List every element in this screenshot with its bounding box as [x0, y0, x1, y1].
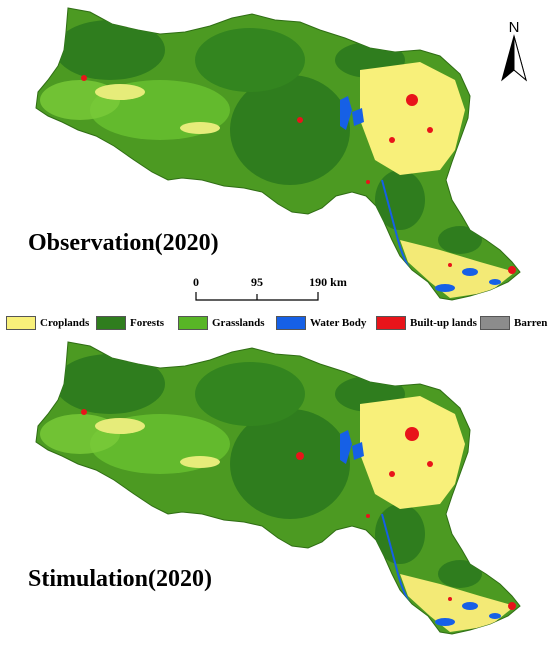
forests-swatch [96, 316, 126, 330]
legend-item-croplands: Croplands [6, 312, 89, 334]
stimulation-title: Stimulation(2020) [28, 566, 213, 592]
legend-label: Water Body [310, 317, 367, 329]
observation-map [35, 7, 521, 301]
croplands-swatch [6, 316, 36, 330]
land-cover-layer [40, 354, 516, 632]
scale-tick-190: 190 km [309, 275, 347, 289]
stimulation-map [35, 341, 521, 635]
built-up-areas [81, 75, 516, 274]
legend: Croplands Forests Grasslands Water Body … [6, 312, 547, 334]
scale-tick-0: 0 [193, 275, 199, 289]
north-arrow: N [501, 19, 527, 82]
built-up-lands-swatch [376, 316, 406, 330]
legend-item-forests: Forests [96, 312, 164, 334]
built-up-areas [81, 409, 516, 610]
legend-item-grasslands: Grasslands [178, 312, 265, 334]
scale-bar: 0 95 190 km [193, 275, 347, 301]
legend-label: Built-up lands [410, 317, 477, 329]
cropland-zone [95, 396, 515, 632]
observation-title: Observation(2020) [28, 230, 219, 256]
forest-zone [55, 20, 482, 254]
grasslands-swatch [178, 316, 208, 330]
land-cover-layer [40, 20, 516, 298]
water-body-swatch [276, 316, 306, 330]
forest-zone [55, 354, 482, 588]
legend-label: Grasslands [212, 317, 265, 329]
barren-swatch [480, 316, 510, 330]
legend-item-barren: Barren [480, 312, 547, 334]
legend-item-built-up-lands: Built-up lands [376, 312, 477, 334]
legend-label: Croplands [40, 317, 90, 329]
legend-label: Forests [130, 317, 165, 329]
cropland-zone [95, 62, 515, 298]
legend-item-water-body: Water Body [276, 312, 366, 334]
legend-label: Barren [514, 317, 548, 329]
scale-tick-95: 95 [251, 275, 263, 289]
north-label: N [509, 19, 520, 36]
